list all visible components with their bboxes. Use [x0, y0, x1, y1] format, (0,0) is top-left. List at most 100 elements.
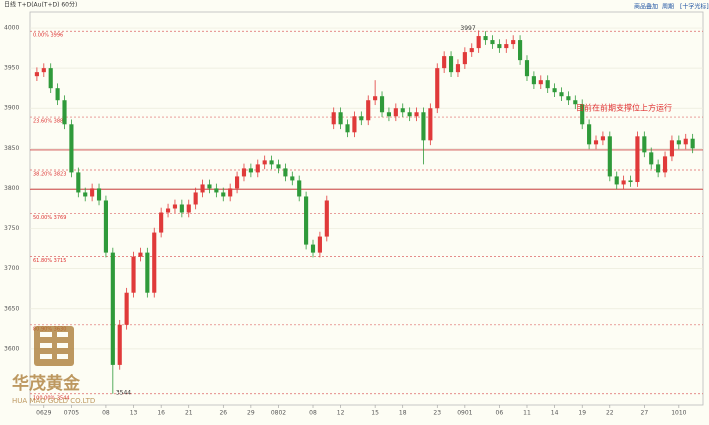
- candle-body: [435, 68, 440, 109]
- x-tick-label: 12: [337, 410, 345, 417]
- candle-body: [69, 124, 74, 173]
- fib-label: 38.20% 3823: [33, 172, 66, 178]
- candle-body: [352, 116, 357, 133]
- candle-body: [110, 252, 115, 365]
- fib-label: 100.00% 3544: [33, 395, 70, 401]
- candle-body: [379, 96, 385, 113]
- candle-body: [621, 180, 626, 185]
- x-tick-label: 27: [641, 410, 649, 417]
- candle-body: [228, 188, 233, 197]
- candle-body: [248, 168, 253, 173]
- x-tick-label: 0705: [64, 410, 79, 417]
- candle-body: [497, 44, 502, 49]
- candle-body: [580, 104, 585, 125]
- candle-body: [193, 192, 198, 205]
- x-tick-label: 08: [309, 410, 317, 417]
- candle-body: [221, 192, 226, 197]
- candle-body: [690, 138, 695, 149]
- candle-body: [283, 168, 288, 177]
- candle-body: [76, 172, 81, 193]
- candle-body: [545, 80, 550, 89]
- header-link[interactable]: [十字光标]: [680, 3, 709, 11]
- candle-body: [310, 244, 316, 253]
- candle-body: [90, 188, 95, 197]
- low-label: 3544: [116, 389, 131, 396]
- candle-body: [518, 40, 523, 61]
- logo-stroke: [52, 332, 57, 360]
- candle-body: [96, 188, 102, 201]
- annotation: 目前在前期支撑位上方运行: [576, 103, 672, 113]
- candle-body: [62, 100, 67, 125]
- candle-body: [165, 208, 171, 213]
- candle-body: [635, 136, 640, 183]
- x-tick-label: 23: [433, 410, 441, 417]
- candle-body: [41, 68, 46, 73]
- x-tick-label: 0901: [457, 410, 472, 417]
- candle-body: [559, 92, 564, 97]
- candle-body: [483, 36, 488, 41]
- header-title: 日线 T+D(Au(T+D) 60分): [4, 1, 77, 9]
- candle-body: [656, 164, 661, 173]
- x-tick-label: 29: [247, 410, 255, 417]
- fib-label: 61.80% 3715: [33, 258, 66, 264]
- candle-body: [269, 160, 274, 165]
- candle-body: [124, 292, 129, 325]
- candle-body: [504, 44, 509, 49]
- candle-body: [600, 136, 605, 141]
- x-tick-label: 22: [606, 410, 614, 417]
- watermark-subtitle: HUA MAO GOLD CO.LTD: [12, 397, 95, 405]
- candle-body: [490, 40, 495, 45]
- candle-body: [386, 112, 392, 117]
- x-tick-label: 11: [523, 410, 531, 417]
- candle-body: [676, 140, 681, 145]
- candle-body: [276, 164, 281, 169]
- candle-body: [152, 232, 157, 293]
- candle-body: [414, 112, 419, 117]
- candle-body: [304, 196, 309, 245]
- x-tick-label: 26: [219, 410, 227, 417]
- y-tick-label: 3850: [4, 145, 19, 152]
- candle-body: [462, 52, 467, 65]
- candle-body: [345, 124, 350, 133]
- candle-body: [324, 200, 329, 237]
- x-tick-label: 0629: [36, 410, 51, 417]
- y-tick-label: 3600: [4, 345, 19, 352]
- candle-body: [442, 56, 447, 69]
- candle-body: [566, 96, 571, 101]
- candle-body: [235, 176, 240, 189]
- candle-body: [48, 68, 53, 89]
- y-tick-label: 3800: [4, 185, 19, 192]
- candle-body: [338, 112, 343, 125]
- x-tick-label: 18: [399, 410, 407, 417]
- fib-label: 50.00% 3769: [33, 215, 66, 221]
- fib-label: 0.00% 3996: [33, 33, 63, 39]
- candle-body: [138, 252, 143, 257]
- candle-body: [159, 212, 164, 233]
- candle-body: [290, 176, 295, 181]
- candle-body: [573, 100, 578, 105]
- x-tick-label: 15: [371, 410, 379, 417]
- y-tick-label: 3650: [4, 305, 19, 312]
- candle-body: [255, 164, 260, 173]
- candle-body: [83, 192, 88, 197]
- candle-body: [200, 184, 205, 193]
- y-tick-label: 3950: [4, 65, 19, 72]
- candle-body: [614, 176, 619, 185]
- candle-body: [649, 152, 654, 165]
- candle-body: [262, 160, 267, 165]
- candle-body: [683, 138, 688, 145]
- y-tick-label: 4000: [4, 25, 19, 32]
- header-link[interactable]: 周期: [662, 3, 674, 11]
- candle-body: [214, 188, 219, 193]
- x-tick-label: 14: [551, 410, 559, 417]
- candle-body: [131, 256, 136, 293]
- candle-body: [524, 60, 530, 77]
- candle-body: [642, 136, 647, 153]
- header-link[interactable]: 商品叠加: [634, 3, 658, 11]
- candle-body: [297, 180, 302, 197]
- watermark: 华茂黄金 HUA MAO GOLD CO.LTD: [12, 326, 95, 405]
- candle-body: [317, 236, 322, 253]
- candle-body: [669, 140, 675, 157]
- candle-body: [207, 184, 212, 189]
